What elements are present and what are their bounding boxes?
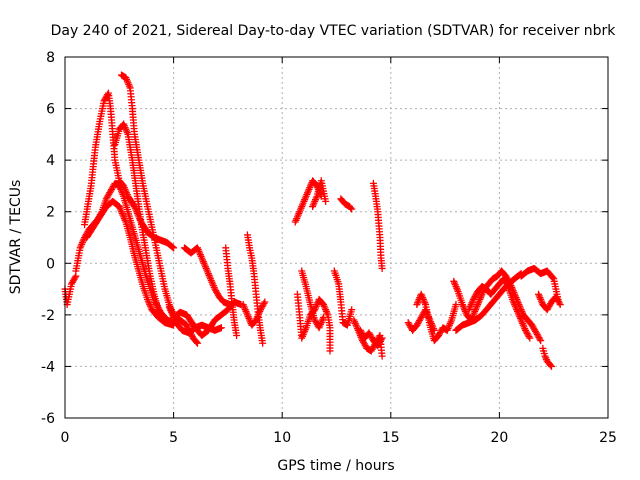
y-tick-label: 6: [46, 102, 55, 118]
x-tick-label: 0: [61, 430, 70, 446]
data-point: [72, 272, 80, 280]
data-point: [347, 204, 355, 212]
data-point: [378, 264, 386, 272]
series-evening-low-b: [298, 267, 327, 332]
y-tick-label: -6: [41, 411, 55, 427]
data-point: [169, 243, 177, 251]
data-point: [452, 301, 460, 309]
series-evening-low-e: [356, 326, 386, 350]
data-point: [261, 298, 269, 306]
data-point: [378, 352, 386, 360]
data-point: [377, 336, 385, 344]
series-spike-7: [222, 244, 241, 339]
data-point: [546, 361, 554, 369]
data-point: [233, 331, 241, 339]
data-point: [217, 324, 225, 332]
data-point: [130, 201, 138, 209]
x-tick-label: 15: [382, 430, 400, 446]
y-tick-label: 4: [46, 153, 55, 169]
data-point: [152, 299, 160, 307]
series-low-track: [83, 197, 178, 329]
data-point: [322, 197, 330, 205]
data-point: [153, 302, 161, 310]
axis-ticks: 0 5 10 15 20 25 -6 -4 -2 0 2 4 6 8: [41, 50, 617, 446]
x-tick-label: 5: [169, 430, 178, 446]
y-tick-label: 0: [46, 256, 55, 272]
series-night-tail: [539, 344, 556, 370]
data-point: [555, 299, 563, 307]
data-point: [536, 335, 544, 343]
series-night-e: [452, 270, 525, 334]
data-point: [104, 91, 112, 99]
data-point: [71, 274, 79, 282]
data-series: [61, 71, 564, 370]
series-start: [61, 272, 80, 309]
series-cluster-8-9: [239, 298, 269, 329]
x-tick-label: 25: [599, 430, 617, 446]
series-night-d: [465, 275, 534, 342]
x-tick-label: 10: [273, 430, 291, 446]
x-tick-label: 20: [490, 430, 508, 446]
data-point: [151, 297, 159, 305]
data-point: [183, 321, 191, 329]
data-point: [378, 334, 386, 342]
data-point: [548, 362, 556, 370]
data-point: [326, 347, 334, 355]
series-night-g: [534, 290, 564, 314]
data-point: [319, 313, 327, 321]
data-point: [556, 301, 564, 309]
data-point: [150, 295, 158, 303]
data-point: [155, 305, 163, 313]
series-night-c: [450, 267, 545, 345]
data-point: [526, 334, 534, 342]
y-tick-label: 8: [46, 50, 55, 66]
data-point: [193, 338, 201, 346]
plot-frame: [64, 56, 609, 419]
data-point: [152, 300, 160, 308]
series-night-b: [413, 290, 460, 345]
y-tick-label: 2: [46, 205, 55, 221]
series-night-f: [517, 264, 562, 303]
series-evening-high-d: [369, 179, 386, 272]
series-evening-high-b: [309, 177, 330, 211]
data-point: [193, 339, 201, 347]
data-point: [348, 205, 356, 213]
series-midday-c: [165, 303, 225, 337]
y-tick-label: -2: [41, 308, 55, 324]
series-evening-low-c: [330, 267, 356, 329]
data-point: [154, 303, 162, 311]
data-point: [525, 333, 533, 341]
series-evening-high-c: [337, 195, 356, 213]
x-axis-label: GPS time / hours: [277, 458, 394, 474]
data-point: [537, 337, 545, 345]
grid: [65, 57, 608, 418]
chart-title: Day 240 of 2021, Sidereal Day-to-day VTE…: [51, 23, 617, 39]
y-axis-label: SDTVAR / TECUs: [8, 180, 24, 295]
data-point: [170, 244, 178, 252]
series-spike-8-9: [243, 231, 267, 347]
data-point: [348, 306, 356, 314]
y-tick-label: -4: [41, 359, 55, 375]
data-point: [549, 274, 557, 282]
data-point: [260, 300, 268, 308]
data-point: [259, 339, 267, 347]
